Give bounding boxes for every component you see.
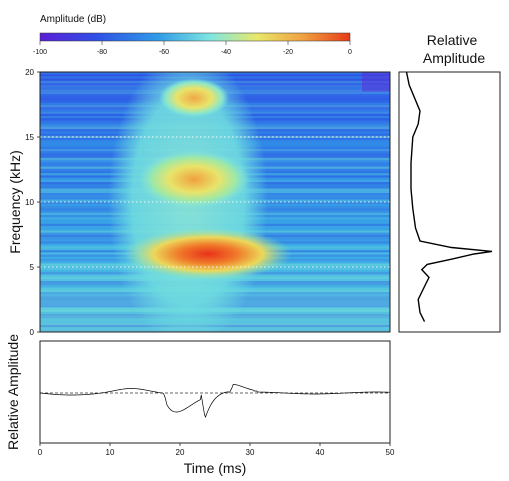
frequency-tick-label: 5 (30, 263, 35, 272)
colorbar-tick-label: -40 (221, 49, 231, 56)
colorbar-gradient (39, 32, 351, 42)
frequency-tick-label: 0 (30, 328, 35, 337)
colorbar-tick-label: -80 (97, 49, 107, 56)
colorbar-tick-label: -20 (283, 49, 293, 56)
waveform-y-axis-label: Relative Amplitude (5, 334, 21, 450)
spectrogram-heatmap (40, 72, 390, 332)
colorbar-tick-label: -100 (33, 49, 47, 56)
waveform-panel: 0 10 20 30 40 50 Time (ms) Relative Amplitude (5, 334, 395, 476)
spectrogram-panel: 0 5 10 15 20 Frequency (kHz) (7, 68, 391, 337)
time-tick-label: 40 (316, 448, 325, 457)
time-tick-label: 30 (246, 448, 255, 457)
time-tick-label: 0 (38, 448, 43, 457)
energy-region (138, 150, 250, 209)
energy-regions (124, 78, 292, 280)
colorbar-tick-label: 0 (348, 49, 352, 56)
time-axis-label: Time (ms) (184, 460, 246, 476)
frequency-tick-label: 15 (25, 133, 34, 142)
colorbar: Amplitude (dB) -100 -80 -60 -40 -20 0 (33, 14, 352, 56)
colorbar-tick-label: -60 (159, 49, 169, 56)
spectrum-line (405, 71, 493, 322)
time-tick-label: 10 (106, 448, 115, 457)
colorbar-title: Amplitude (dB) (40, 14, 106, 25)
time-axis-ticks: 0 10 20 30 40 50 (38, 443, 395, 457)
waveform-trace (39, 384, 390, 419)
frequency-axis-label: Frequency (kHz) (7, 150, 23, 253)
energy-region (159, 78, 229, 118)
waveform-frame (39, 340, 391, 444)
spectrum-frame (398, 71, 501, 333)
spectrum-panel: Relative Amplitude (398, 32, 501, 333)
spectrogram-stripe (362, 72, 390, 92)
time-tick-label: 50 (386, 448, 395, 457)
energy-region (124, 228, 292, 280)
time-tick-label: 20 (176, 448, 185, 457)
frequency-tick-label: 10 (25, 198, 34, 207)
frequency-axis-ticks: 0 5 10 15 20 (25, 68, 40, 337)
frequency-tick-label: 20 (25, 68, 34, 77)
spectrum-title: Relative Amplitude (423, 32, 485, 66)
colorbar-ticks: -100 -80 -60 -40 -20 0 (33, 41, 352, 56)
